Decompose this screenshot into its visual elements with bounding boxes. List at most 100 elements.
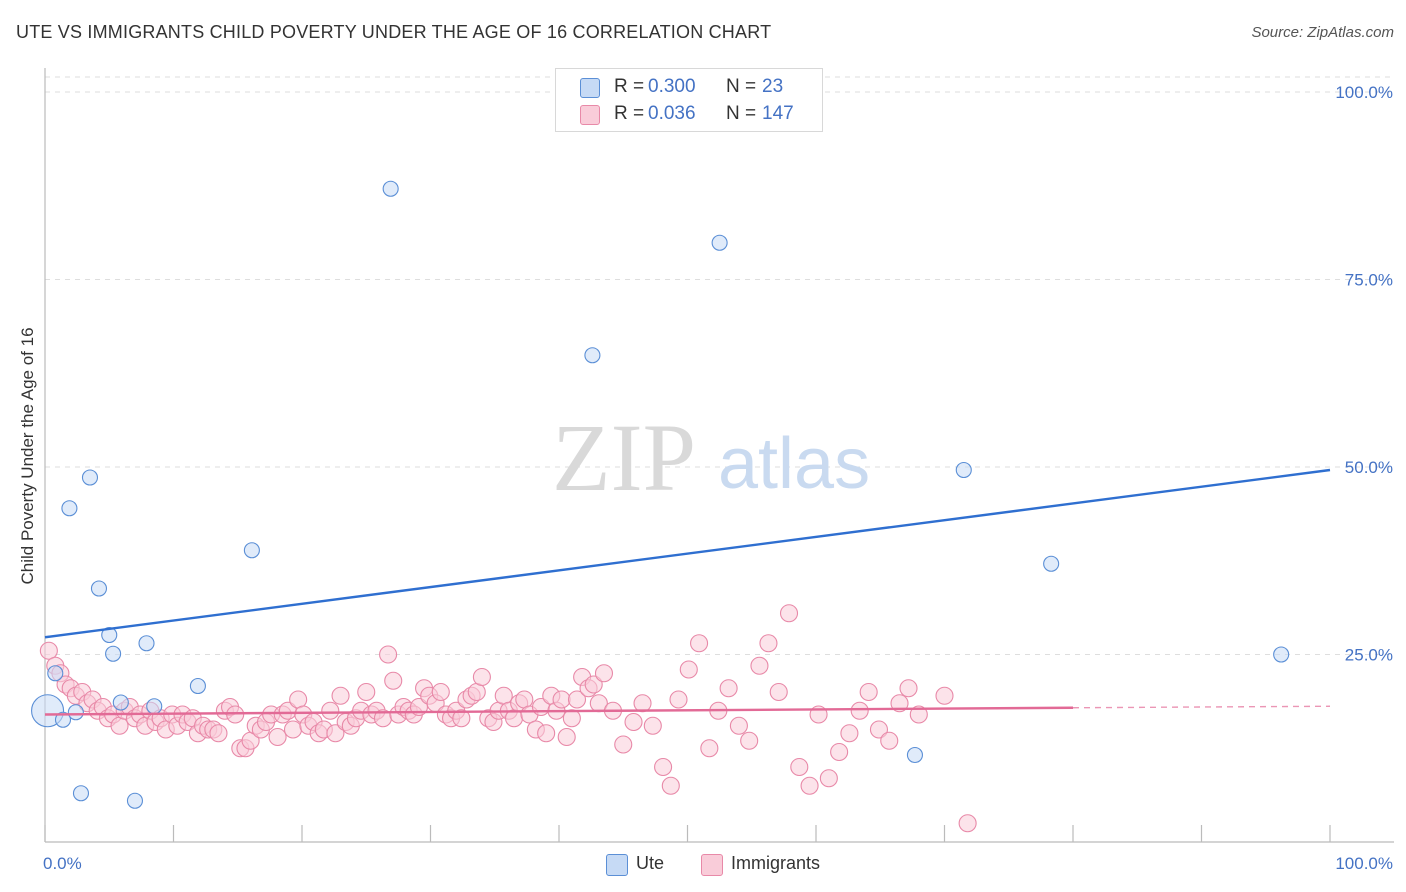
- ute-point: [105, 645, 122, 662]
- immigrants-point: [326, 724, 345, 743]
- ute-point: [189, 677, 206, 695]
- stats-row-ute: R = 0.300 N = 23: [556, 74, 822, 100]
- watermark-zip: ZIP: [552, 404, 696, 511]
- legend-label: Immigrants: [731, 853, 821, 873]
- immigrants-point: [880, 731, 899, 750]
- immigrants-point: [379, 645, 398, 664]
- ute-point: [584, 347, 601, 364]
- immigrants-point: [958, 814, 977, 833]
- immigrants-point: [899, 679, 918, 698]
- ute-point: [61, 500, 78, 517]
- immigrants-point: [759, 634, 778, 653]
- immigrants-point: [719, 679, 738, 698]
- immigrants-point: [840, 724, 859, 743]
- immigrants-point: [467, 682, 486, 702]
- tick-labels: 25.0% 50.0% 75.0% 100.0% 0.0% 100.0%: [43, 83, 1393, 873]
- grid-lines: [45, 76, 1394, 655]
- immigrants-point: [661, 776, 680, 795]
- immigrants-point: [740, 731, 759, 750]
- ute-point: [126, 792, 143, 809]
- x-tick-label: 100.0%: [1335, 854, 1393, 873]
- immigrants-point: [472, 667, 491, 687]
- immigrants-point: [769, 682, 788, 702]
- immigrants-point: [643, 716, 662, 735]
- immigrants-point: [384, 671, 403, 690]
- immigrants-point: [431, 682, 450, 702]
- ute-point: [67, 704, 84, 721]
- immigrants-point: [331, 686, 350, 705]
- stats-box: R = 0.300 N = 23 R = 0.036 N = 147: [555, 68, 823, 132]
- immigrants-points: [39, 604, 977, 833]
- immigrants-point: [321, 701, 340, 720]
- immigrants-trend-extension: [1072, 705, 1331, 709]
- ute-point: [1043, 555, 1060, 572]
- legend-label: Ute: [636, 853, 665, 873]
- x-tick-label: 0.0%: [43, 854, 82, 873]
- ute-point: [711, 234, 728, 251]
- stat-r-label: R =: [614, 103, 645, 124]
- ute-point: [146, 698, 163, 715]
- immigrants-point: [830, 742, 849, 762]
- y-tick-label: 50.0%: [1345, 458, 1393, 477]
- immigrants-point: [850, 701, 869, 720]
- immigrants-point: [584, 675, 603, 694]
- immigrants-point: [209, 724, 228, 743]
- ute-points: [31, 180, 1290, 809]
- immigrants-point: [289, 690, 308, 709]
- ute-point: [138, 635, 155, 652]
- y-tick-label: 25.0%: [1345, 646, 1393, 665]
- ute-point: [90, 580, 108, 597]
- immigrants-point: [859, 682, 878, 702]
- immigrants-point: [567, 690, 587, 709]
- immigrants-point: [909, 705, 928, 724]
- immigrants-point: [624, 712, 643, 732]
- stat-n-value: 147: [762, 103, 794, 124]
- ute-point: [81, 469, 99, 486]
- immigrants-point: [557, 727, 576, 747]
- immigrants-point: [750, 656, 769, 675]
- immigrants-point: [283, 720, 303, 739]
- immigrants-point: [537, 724, 556, 743]
- immigrants-point: [729, 716, 748, 735]
- ute-legend-icon: [606, 854, 628, 876]
- immigrants-point: [357, 682, 376, 702]
- ute-point: [955, 461, 972, 479]
- stat-r-label: R =: [614, 76, 645, 97]
- immigrants-point: [515, 690, 534, 709]
- trend-lines: [44, 468, 1331, 716]
- immigrants-point: [110, 716, 129, 735]
- ute-swatch-icon: [580, 78, 600, 98]
- immigrants-point: [39, 641, 58, 660]
- ute-point: [112, 694, 129, 711]
- ute-point: [382, 180, 399, 197]
- immigrants-point: [869, 720, 889, 739]
- immigrants-point: [790, 757, 809, 777]
- immigrants-point: [779, 604, 799, 623]
- immigrants-point: [594, 664, 614, 683]
- stat-n-label: N =: [726, 103, 757, 124]
- immigrants-point: [562, 709, 581, 728]
- y-tick-label: 100.0%: [1335, 83, 1393, 102]
- ute-point: [243, 542, 260, 559]
- immigrants-point: [679, 660, 698, 679]
- watermark: ZIP atlas: [552, 404, 870, 511]
- y-tick-label: 75.0%: [1345, 271, 1393, 290]
- stat-r-value: 0.300: [648, 76, 696, 97]
- immigrants-point: [494, 686, 513, 705]
- watermark-atlas: atlas: [718, 424, 870, 504]
- source-label[interactable]: Source: ZipAtlas.com: [1251, 24, 1394, 41]
- stat-n-label: N =: [726, 76, 757, 97]
- immigrants-trend-line: [44, 706, 1074, 716]
- immigrants-point: [452, 709, 471, 728]
- immigrants-point: [935, 686, 954, 705]
- immigrants-legend-icon: [701, 854, 723, 876]
- ute-point: [906, 746, 923, 764]
- stat-n-value: 23: [762, 76, 784, 97]
- immigrants-point: [669, 690, 688, 709]
- ute-point: [47, 665, 64, 682]
- immigrants-point: [690, 634, 709, 653]
- chart-title: UTE VS IMMIGRANTS CHILD POVERTY UNDER TH…: [16, 22, 772, 42]
- immigrants-point: [819, 769, 838, 788]
- immigrants-point: [614, 735, 633, 754]
- stat-r-value: 0.036: [648, 103, 696, 124]
